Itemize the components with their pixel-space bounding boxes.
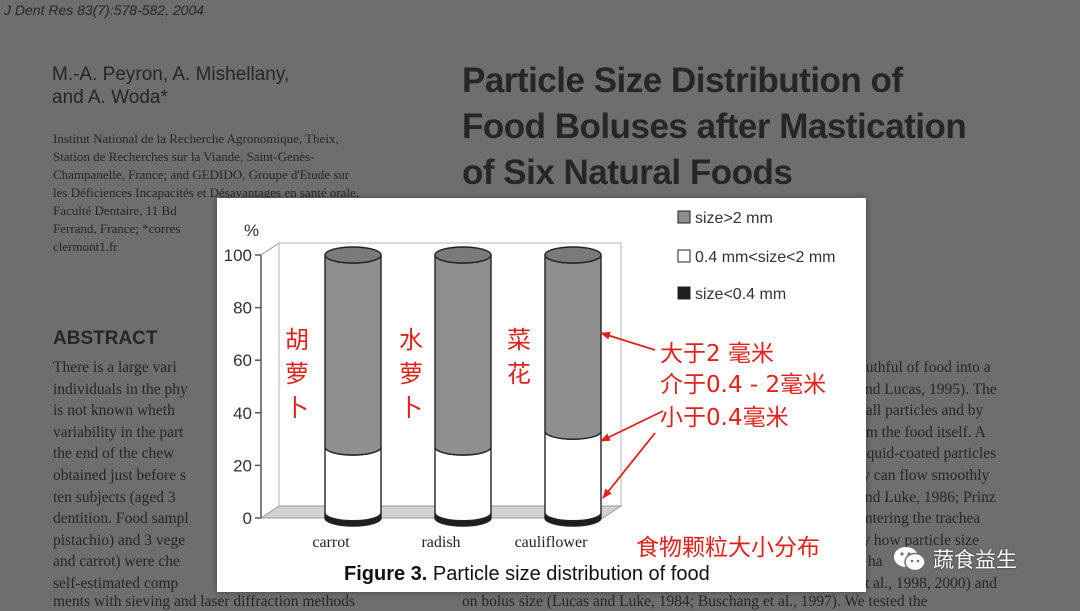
legend-swatch — [677, 286, 691, 300]
abstract-line: entering the trachea — [858, 510, 981, 528]
abstract-line: om the food itself. A — [858, 423, 986, 441]
y-tick-label: 100 — [224, 246, 252, 265]
y-axis-label: % — [244, 221, 259, 240]
affiliation-line: Faculté Dentaire, 11 Bd — [53, 203, 177, 218]
bar-top-cap — [324, 246, 382, 264]
abstract-line: individuals in the phy — [53, 380, 188, 398]
abstract-line: and Luke, 1986; Prinz — [858, 488, 996, 506]
legend-cn-label: 介于0.4 - 2毫米 — [660, 372, 826, 398]
title-line-1: Particle Size Distribution of — [462, 61, 903, 100]
abstract-line: liquid-coated particles — [858, 445, 997, 463]
figure-card: 0 20 40 60 80 100% carrot radish cauliflower size… — [217, 198, 866, 592]
annotation-arrow — [600, 331, 656, 351]
bar-label-cn: 萝 — [399, 360, 423, 388]
bar-label-cn: 花 — [507, 360, 531, 388]
legend-swatch — [677, 210, 691, 224]
title-line-2: Food Boluses after Mastication — [462, 107, 967, 146]
affiliation-line: Station de Recherches sur la Viande, Sai… — [53, 149, 315, 164]
abstract-line: dentition. Food sampl — [53, 510, 189, 528]
y-tick-label: 0 — [243, 509, 252, 528]
affiliation-line: clermont1.fr — [53, 239, 118, 254]
abstract-bottom-left: ments with sieving and laser diffraction… — [53, 593, 355, 610]
y-tick-label: 60 — [233, 351, 252, 370]
abstract-bottom-right: on bolus size (Lucas and Luke, 1984; Bus… — [462, 593, 928, 610]
bar-label-cn: 菜 — [507, 326, 531, 354]
authors-line-2: and A. Woda* — [52, 87, 168, 108]
abstract-line: ly how particle size — [858, 531, 979, 549]
affiliation-line: Institut National de la Recherche Agrono… — [53, 131, 339, 146]
legend-label: size>2 mm — [695, 210, 773, 227]
y-tick-label: 80 — [233, 299, 252, 318]
legend-cn-label: 小于0.4毫米 — [660, 405, 789, 431]
figure-title-cn: 食物颗粒大小分布 — [636, 535, 820, 561]
bar-label-cn: 萝 — [285, 360, 309, 388]
abstract-left-column: There is a large vari individuals in the… — [53, 357, 189, 595]
x-category-label: radish — [421, 534, 460, 551]
y-axis-depth-line — [260, 242, 280, 256]
abstract-line: hall particles and by — [858, 402, 984, 420]
abstract-line: outhful of food into a — [858, 359, 991, 376]
y-tick-label: 20 — [233, 456, 252, 475]
legend-label: 0.4 mm<size<2 mm — [695, 249, 835, 266]
authors-line-1: M.-A. Peyron, A. Mishellany, — [52, 64, 290, 85]
abstract-line: variability in the part — [53, 423, 184, 441]
annotation-arrow — [602, 432, 656, 499]
bar-segment — [434, 446, 492, 522]
abstract-line: self-estimated comp — [53, 574, 179, 592]
abstract-line: et al., 1998, 2000) and — [858, 574, 998, 592]
legend-cn-label: 大于2 毫米 — [660, 341, 774, 367]
bar-label-cn: 胡 — [285, 326, 309, 354]
wechat-icon — [893, 546, 927, 572]
figure-caption-text: Particle size distribution of food — [433, 563, 710, 585]
journal-reference: J Dent Res 83(7):578-582, 2004 — [4, 2, 205, 18]
abstract-line: and carrot) were che — [53, 553, 180, 571]
affiliation-line: Champanelle, France; and GEDIDO, Groupe … — [53, 167, 350, 182]
abstract-line: the end of the chew — [53, 445, 175, 463]
affiliation-line: Ferrand, France; *corres — [53, 221, 181, 236]
stacked-cylinder-chart: 0 20 40 60 80 100% carrot radish cauliflower size… — [224, 210, 836, 585]
legend-swatch — [677, 249, 691, 263]
abstract-line: pistachio) and 3 vege — [53, 531, 186, 549]
abstract-line: ten subjects (aged 3 — [53, 488, 176, 506]
x-category-label: cauliflower — [515, 534, 589, 551]
paper-authors: M.-A. Peyron, A. Mishellany, and A. Woda… — [52, 63, 352, 109]
abstract-right-column: outhful of food into a and Lucas, 1995).… — [858, 357, 997, 595]
title-line-3: of Six Natural Foods — [462, 153, 793, 192]
bar-top-cap — [544, 246, 602, 264]
author-affiliation: Institut National de la Recherche Agrono… — [53, 130, 359, 256]
bar-segment — [434, 254, 492, 456]
watermark: 蔬食益生 — [893, 544, 1017, 574]
y-tick-label: 40 — [233, 404, 252, 423]
affiliation-line: les Déficiences Incapacités et Désavanta… — [53, 185, 360, 200]
abstract-line: and Lucas, 1995). The — [858, 380, 997, 398]
figure-caption: Figure 3. Particle size distribution of … — [344, 563, 710, 585]
abstract-line: ty can flow smoothly — [858, 466, 990, 484]
bar-segment — [324, 446, 382, 522]
bar-label-cn: 卜 — [399, 394, 423, 422]
bar-segment — [544, 254, 602, 440]
legend-label: size<0.4 mm — [695, 286, 786, 303]
abstract-line: There is a large vari — [53, 359, 177, 376]
abstract-heading: ABSTRACT — [53, 328, 158, 349]
abstract-line: obtained just before s — [53, 466, 187, 484]
watermark-text: 蔬食益生 — [933, 548, 1017, 572]
x-category-label: carrot — [312, 534, 350, 551]
bar-segment — [544, 431, 602, 522]
bar-label-cn: 卜 — [285, 394, 309, 422]
abstract-line: is not known wheth — [53, 402, 175, 420]
paper-title: Particle Size Distribution of Food Bolus… — [462, 58, 967, 196]
bar-top-cap — [434, 246, 492, 264]
annotation-arrow — [600, 410, 664, 442]
figure-caption-number: Figure 3. — [344, 563, 433, 585]
bar-segment — [324, 254, 382, 456]
bar-label-cn: 水 — [399, 326, 423, 354]
